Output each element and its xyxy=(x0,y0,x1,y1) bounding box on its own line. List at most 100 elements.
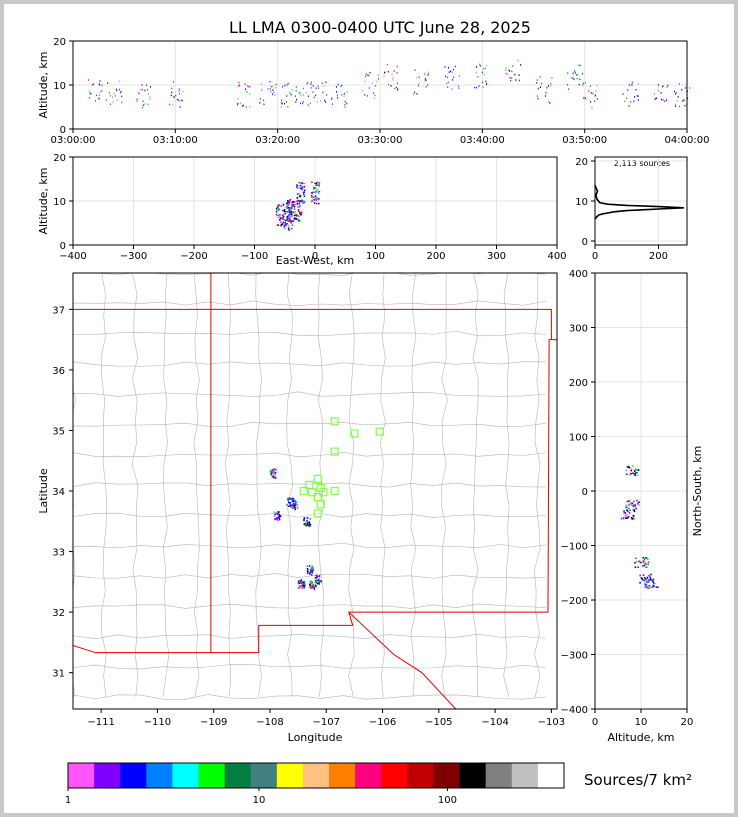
p1-source-point xyxy=(514,73,516,76)
p1-source-point xyxy=(515,78,517,81)
p2-source-point xyxy=(311,181,313,184)
p2-source-point xyxy=(286,211,288,213)
map-xtick-label: −107 xyxy=(313,717,340,728)
p2-xtick-label: 400 xyxy=(547,251,566,262)
map-source-point xyxy=(303,523,305,525)
p1-source-point xyxy=(101,84,103,87)
colorbar-swatch xyxy=(329,763,356,788)
map-source-point xyxy=(279,515,282,517)
p1-source-point xyxy=(307,104,309,106)
p2-source-point xyxy=(286,216,289,218)
p1-source-point xyxy=(485,80,487,83)
p2-source-point xyxy=(298,199,301,202)
p1-source-point xyxy=(312,91,314,93)
p5-source-point xyxy=(645,557,647,559)
p1-source-point xyxy=(286,84,288,86)
p1-source-point xyxy=(99,84,101,86)
p1-source-point xyxy=(270,85,272,88)
p2-source-point xyxy=(291,220,293,222)
p1-source-point xyxy=(273,91,275,94)
p5-source-point xyxy=(637,566,639,568)
p1-source-point xyxy=(172,81,174,83)
p2-source-point xyxy=(282,215,285,218)
p1-source-point xyxy=(537,97,539,100)
p1-source-point xyxy=(631,84,633,86)
map-source-point xyxy=(305,525,308,527)
map-source-point xyxy=(309,584,311,586)
p1-source-point xyxy=(539,76,541,78)
p1-source-point xyxy=(390,85,392,87)
p2-source-point xyxy=(287,207,290,209)
p5-source-point xyxy=(653,585,656,587)
p2-source-point xyxy=(297,209,300,211)
p1-source-point xyxy=(236,103,238,106)
p1-source-point xyxy=(453,68,455,71)
p1-source-point xyxy=(637,83,639,85)
colorbar-swatch xyxy=(94,763,121,788)
p1-border xyxy=(72,40,688,130)
p1-source-point xyxy=(578,83,580,86)
p2-source-point xyxy=(292,205,294,207)
p1-source-point xyxy=(656,97,658,100)
p2-source-point xyxy=(297,199,300,202)
p5-source-point xyxy=(630,468,633,470)
p2-source-point xyxy=(291,215,293,217)
map-source-point xyxy=(291,507,294,510)
p1-source-point xyxy=(550,85,552,87)
p1-source-point xyxy=(444,66,446,68)
map-source-point xyxy=(292,498,295,501)
lma-station-marker xyxy=(330,447,339,456)
p1-source-point xyxy=(368,74,370,77)
p5-source-point xyxy=(632,472,635,475)
p1-source-point xyxy=(577,64,579,67)
map-source-point xyxy=(286,504,288,506)
p1-source-point xyxy=(395,86,397,89)
p1-source-point xyxy=(180,99,182,101)
map-source-point xyxy=(311,565,313,567)
northsouth-altitude-panel: North-South, km Altitude, km 0 10 20 −400 −3… xyxy=(561,269,704,744)
p5-source-point xyxy=(634,472,636,475)
county-boundary xyxy=(73,542,546,549)
map-source-point xyxy=(274,517,277,520)
p1-source-point xyxy=(331,97,333,100)
p2-source-point xyxy=(290,222,293,225)
p1-source-point xyxy=(547,85,549,87)
map-source-point xyxy=(288,505,290,507)
p1-source-point xyxy=(452,79,454,81)
map-source-point xyxy=(273,511,276,513)
p2-source-point xyxy=(292,220,295,222)
map-source-point xyxy=(287,499,289,501)
p1-ytick-label: 0 xyxy=(60,125,66,136)
p2-source-point xyxy=(300,213,303,215)
p2-source-point xyxy=(313,202,316,204)
p1-source-point xyxy=(322,91,324,94)
colorbar-swatch xyxy=(120,763,147,788)
p2-source-point xyxy=(291,214,293,216)
p2-source-point xyxy=(289,215,291,217)
p1-ytick-label: 10 xyxy=(53,81,66,92)
p1-source-point xyxy=(479,64,481,67)
p2-source-point xyxy=(288,201,290,204)
p1-source-point xyxy=(505,69,507,71)
p1-source-point xyxy=(281,102,283,104)
p1-source-point xyxy=(662,99,664,101)
p2-source-point xyxy=(316,181,319,184)
p2-source-point xyxy=(281,217,283,219)
p5-source-point xyxy=(634,473,637,476)
map-source-point xyxy=(315,585,317,588)
p5-source-point xyxy=(648,579,651,582)
border-river xyxy=(348,611,457,709)
p1-source-point xyxy=(392,79,394,81)
p1-source-point xyxy=(315,87,317,89)
p2-source-point xyxy=(317,192,320,195)
p2-source-point xyxy=(287,200,289,203)
county-boundary xyxy=(73,300,546,306)
p5-source-point xyxy=(644,583,646,585)
p5-ytick-label: −200 xyxy=(561,596,588,607)
map-source-point xyxy=(294,501,297,503)
p5-source-point xyxy=(639,581,641,584)
p1-source-point xyxy=(657,85,659,87)
p1-source-point xyxy=(483,73,485,76)
p1-source-point xyxy=(90,92,92,95)
p2-source-point xyxy=(280,205,282,207)
